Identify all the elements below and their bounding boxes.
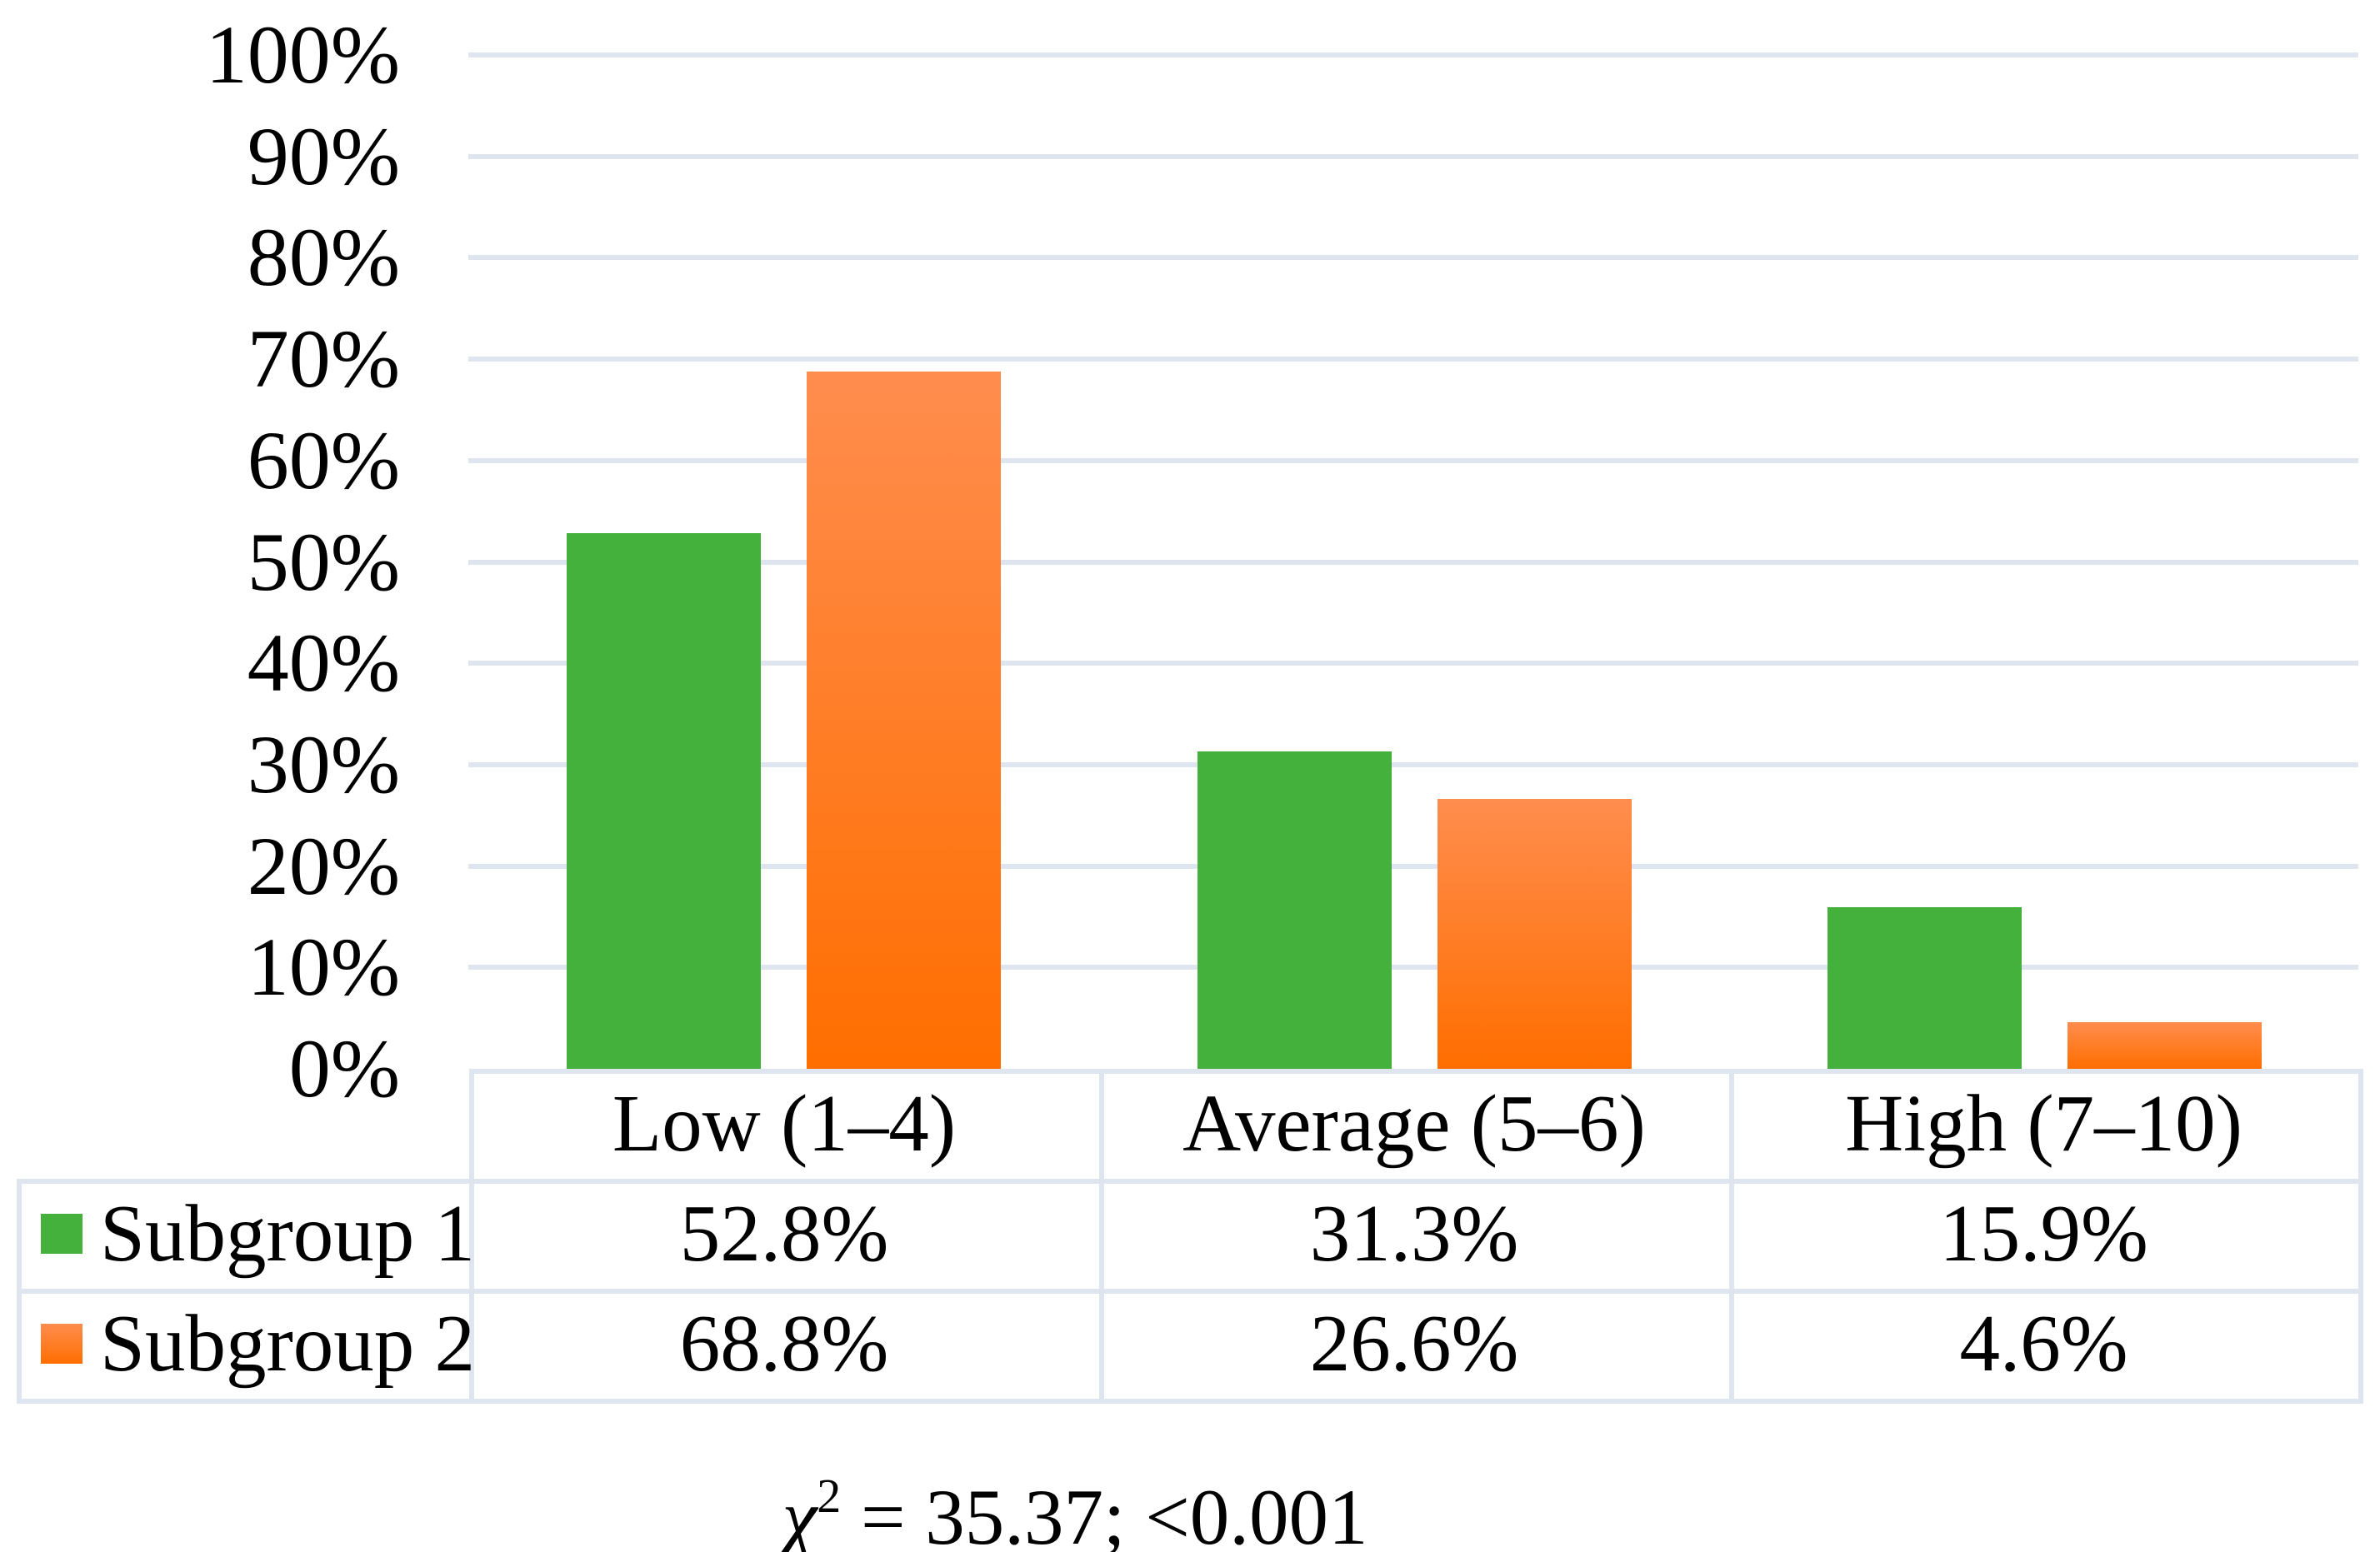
- table-value-subgroup1-low: 52.8%: [679, 1189, 889, 1278]
- gridline: [468, 357, 2358, 362]
- bar-subgroup2-low: [807, 372, 1001, 1069]
- gridline: [468, 762, 2358, 767]
- y-axis-tick-label: 10%: [247, 921, 400, 1013]
- gridline: [468, 458, 2358, 463]
- gridline: [468, 661, 2358, 666]
- y-axis-tick-label: 50%: [247, 516, 400, 608]
- table-border-row: [17, 1179, 2363, 1184]
- category-header-low: Low (1–4): [612, 1079, 957, 1168]
- chi-square-annotation: χ2 = 35.37; <0.001: [0, 1455, 2150, 1552]
- chi-exponent: 2: [817, 1469, 842, 1523]
- gridline: [468, 52, 2358, 57]
- bar-subgroup1-low: [567, 533, 761, 1069]
- y-axis-tick-label: 40%: [247, 616, 400, 709]
- y-axis-tick-label: 60%: [247, 414, 400, 507]
- table-value-subgroup2-average: 26.6%: [1309, 1299, 1519, 1388]
- table-value-subgroup2-low: 68.8%: [679, 1299, 889, 1388]
- bar-subgroup2-average: [1438, 799, 1632, 1069]
- gridline: [468, 965, 2358, 970]
- table-border-top: [469, 1069, 2363, 1074]
- table-border-left: [17, 1179, 22, 1404]
- legend-label-subgroup1: Subgroup 1: [100, 1189, 475, 1278]
- table-border-col: [1729, 1069, 1734, 1404]
- y-axis-tick-label: 90%: [247, 110, 400, 202]
- table-border-right: [2358, 1069, 2363, 1404]
- table-value-subgroup2-high: 4.6%: [1959, 1299, 2128, 1388]
- legend-swatch-subgroup2: [41, 1324, 82, 1364]
- table-border-col: [1099, 1069, 1104, 1404]
- gridline: [468, 255, 2358, 260]
- y-axis-tick-label: 30%: [247, 718, 400, 811]
- table-border-bottom: [17, 1399, 2363, 1404]
- y-axis-tick-label: 100%: [205, 8, 400, 101]
- legend-label-subgroup2: Subgroup 2: [100, 1299, 475, 1388]
- table-border-col: [469, 1069, 474, 1404]
- bar-subgroup1-average: [1198, 751, 1392, 1069]
- table-value-subgroup1-average: 31.3%: [1309, 1189, 1519, 1278]
- category-header-high: High (7–10): [1845, 1079, 2242, 1168]
- gridline: [468, 154, 2358, 159]
- bar-subgroup2-high: [2068, 1022, 2262, 1069]
- chi-statistic-text: = 35.37; <0.001: [841, 1473, 1368, 1552]
- chi-symbol: χ: [782, 1473, 818, 1552]
- table-value-subgroup1-high: 15.9%: [1939, 1189, 2148, 1278]
- gridline: [468, 560, 2358, 565]
- y-axis-tick-label: 0%: [288, 1022, 400, 1115]
- y-axis-tick-label: 20%: [247, 820, 400, 912]
- legend-swatch-subgroup1: [41, 1214, 82, 1254]
- y-axis-tick-label: 80%: [247, 211, 400, 303]
- category-header-average: Average (5–6): [1182, 1079, 1646, 1168]
- y-axis-tick-label: 70%: [247, 312, 400, 405]
- gridline: [468, 864, 2358, 869]
- table-border-row: [17, 1289, 2363, 1294]
- bar-subgroup1-high: [1828, 907, 2022, 1069]
